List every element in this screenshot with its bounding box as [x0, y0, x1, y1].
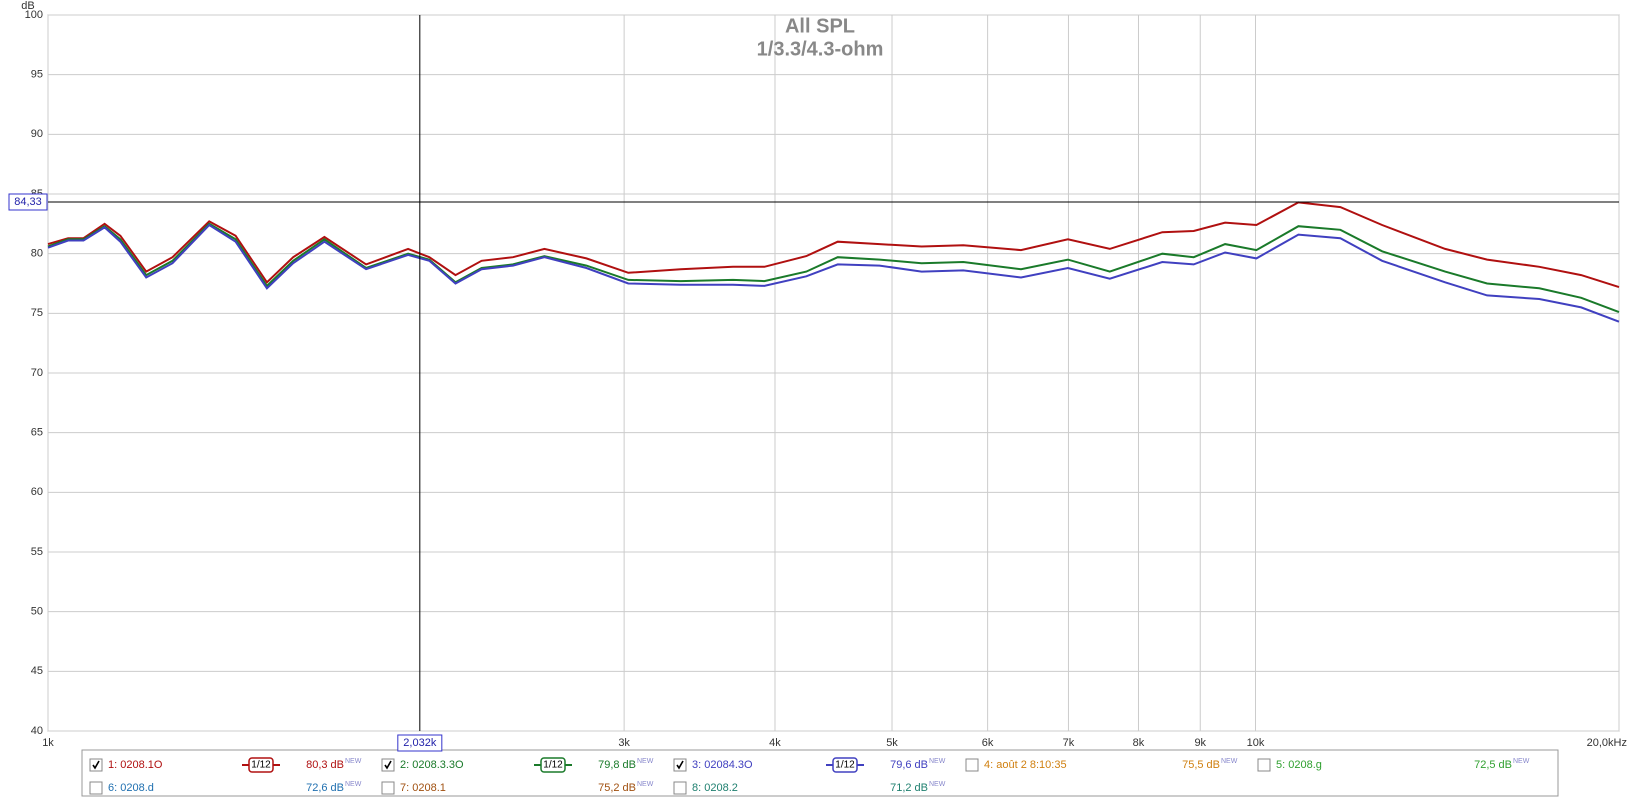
y-tick-label: 55: [31, 546, 43, 558]
legend-checkmark: [676, 760, 684, 770]
legend-level: 75,5 dB: [1182, 759, 1220, 771]
legend-level: 75,2 dB: [598, 782, 636, 794]
legend-tag: NEW: [1513, 758, 1530, 765]
legend-level: 80,3 dB: [306, 759, 344, 771]
x-tick-label: 9k: [1194, 737, 1206, 749]
y-tick-label: 70: [31, 367, 43, 379]
legend-tag: NEW: [929, 781, 946, 788]
series-line: [47, 223, 1620, 323]
legend-item[interactable]: 6: 0208.d 72,6 dB NEW: [89, 781, 362, 795]
legend-tag: NEW: [345, 781, 362, 788]
legend-tag: NEW: [1221, 758, 1238, 765]
y-tick-label: 65: [31, 427, 43, 439]
legend-level: 72,5 dB: [1474, 759, 1512, 771]
x-tick-label: 20,0kHz: [1587, 737, 1627, 749]
legend-item[interactable]: 5: 0208.g 72,5 dB NEW: [1257, 758, 1530, 772]
legend-item[interactable]: 3: 02084.3O 1/12 79,6 dB NEW: [673, 757, 946, 773]
legend-name: 4: août 2 8:10:35: [984, 759, 1067, 771]
legend-checkbox[interactable]: [1257, 758, 1271, 772]
y-tick-label: 95: [31, 69, 43, 81]
legend-checkmark: [384, 760, 392, 770]
legend-item[interactable]: 2: 0208.3.3O 1/12 79,8 dB NEW: [381, 757, 654, 773]
x-tick-label: 10k: [1247, 737, 1265, 749]
legend-level: 72,6 dB: [306, 782, 344, 794]
legend-name: 6: 0208.d: [108, 782, 154, 794]
cursor-label: 2,032k: [403, 737, 437, 749]
y-tick-label: 80: [31, 248, 43, 260]
series-line: [47, 201, 1620, 289]
x-tick-label: 6k: [982, 737, 994, 749]
legend-level: 71,2 dB: [890, 782, 928, 794]
legend-name: 3: 02084.3O: [692, 759, 753, 771]
legend-level: 79,8 dB: [598, 759, 636, 771]
series-line: [47, 222, 1620, 314]
legend-level: 79,6 dB: [890, 759, 928, 771]
y-axis-label: dB: [21, 0, 34, 12]
legend-checkmark: [92, 760, 100, 770]
legend-checkbox[interactable]: [965, 758, 979, 772]
y-tick-label: 75: [31, 307, 43, 319]
chart-subtitle: 1/3.3/4.3-ohm: [757, 38, 884, 60]
legend-tag: NEW: [929, 758, 946, 765]
cursor-label-box: [8, 193, 48, 211]
x-tick-label: 7k: [1063, 737, 1075, 749]
y-tick-label: 60: [31, 486, 43, 498]
x-tick-label: 4k: [769, 737, 781, 749]
legend-name: 8: 0208.2: [692, 782, 738, 794]
cursor-label: 84,33: [14, 196, 42, 208]
legend-item[interactable]: 1: 0208.1O 1/12 80,3 dB NEW: [89, 757, 362, 773]
x-tick-label: 5k: [886, 737, 898, 749]
legend-name: 7: 0208.1: [400, 782, 446, 794]
legend-box: [81, 749, 1559, 797]
y-tick-label: 50: [31, 606, 43, 618]
chart-title: All SPL: [785, 15, 855, 37]
x-tick-label: 1k: [42, 737, 54, 749]
legend-checkbox[interactable]: [381, 781, 395, 795]
legend-item[interactable]: 4: août 2 8:10:35 75,5 dB NEW: [965, 758, 1238, 772]
y-tick-label: 100: [25, 9, 43, 21]
legend-smoothing-box: [248, 757, 274, 773]
legend-name: 1: 0208.1O: [108, 759, 163, 771]
legend-checkbox[interactable]: [89, 781, 103, 795]
x-tick-label: 8k: [1133, 737, 1145, 749]
legend-tag: NEW: [345, 758, 362, 765]
legend-tag: NEW: [637, 781, 654, 788]
legend-item[interactable]: 8: 0208.2 71,2 dB NEW: [673, 781, 946, 795]
legend-name: 5: 0208.g: [1276, 759, 1322, 771]
legend-smoothing: 1/12: [835, 760, 855, 771]
legend-smoothing: 1/12: [543, 760, 563, 771]
legend-smoothing-box: [540, 757, 566, 773]
legend-item[interactable]: 7: 0208.1 75,2 dB NEW: [381, 781, 654, 795]
legend-smoothing: 1/12: [251, 760, 271, 771]
x-tick-label: 3k: [618, 737, 630, 749]
y-tick-label: 90: [31, 128, 43, 140]
y-tick-label: 40: [31, 725, 43, 737]
legend-smoothing-box: [832, 757, 858, 773]
legend-tag: NEW: [637, 758, 654, 765]
cursor-label-box: [397, 734, 443, 752]
y-tick-label: 45: [31, 665, 43, 677]
legend-checkbox[interactable]: [673, 781, 687, 795]
legend-name: 2: 0208.3.3O: [400, 759, 464, 771]
